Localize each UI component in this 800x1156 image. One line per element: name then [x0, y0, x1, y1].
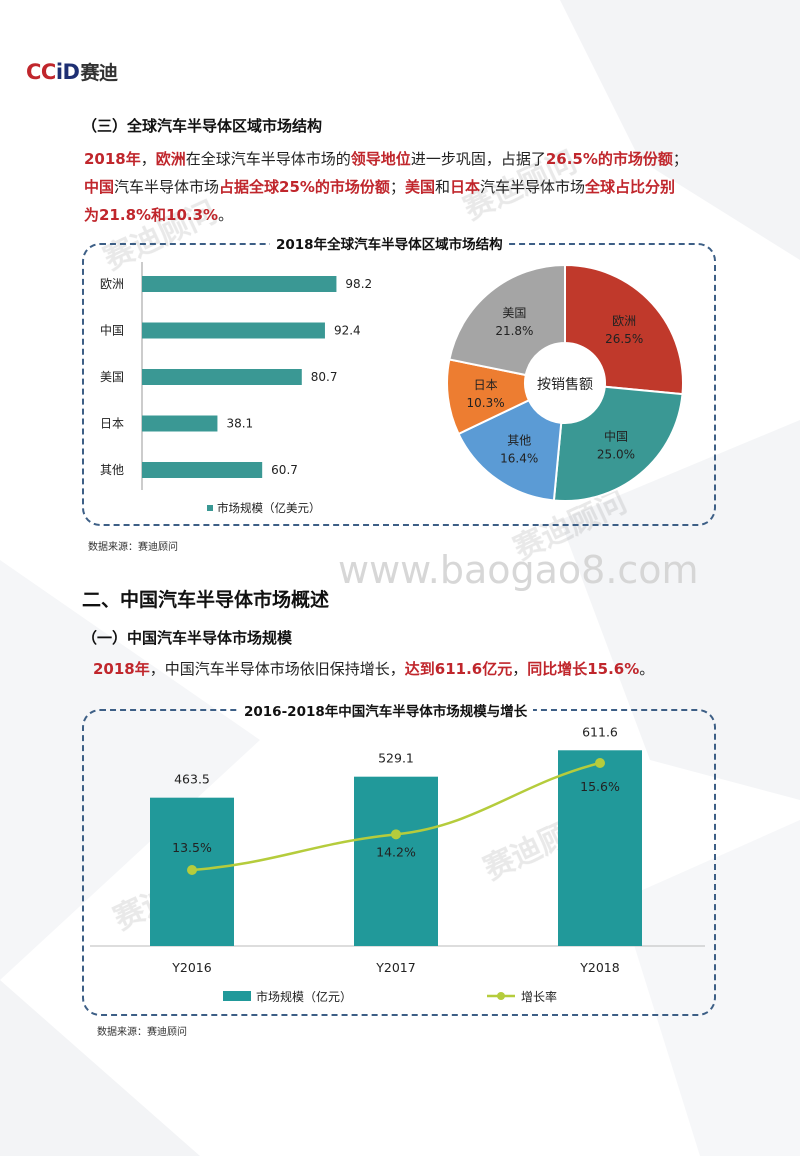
- growth-point-label: 14.2%: [376, 844, 416, 859]
- pie-slice: [564, 263, 684, 396]
- pie-slice-value: 10.3%: [467, 396, 505, 410]
- para-text: 领导地位: [350, 150, 411, 168]
- pie-slice: [457, 398, 563, 502]
- para-text: ；: [672, 150, 688, 168]
- para-text: 2018年: [93, 660, 150, 678]
- legend-swatch: [223, 991, 251, 1001]
- bar: [142, 276, 337, 292]
- legend-label: 市场规模（亿元）: [256, 989, 352, 1004]
- bar-value-label: 38.1: [226, 417, 253, 431]
- x-tick-label: Y2017: [375, 960, 415, 975]
- growth-point: [391, 829, 401, 840]
- pie-slice-label: 日本: [474, 378, 498, 392]
- growth-point-label: 15.6%: [580, 779, 620, 794]
- para-text: ，: [140, 150, 156, 168]
- bar-category-label: 美国: [100, 370, 124, 384]
- china-paragraph: 2018年，中国汽车半导体市场依旧保持增长，达到611.6亿元，同比增长15.6…: [93, 655, 723, 683]
- region-paragraph: 2018年，欧洲在全球汽车半导体市场的领导地位进一步巩固，占据了26.5%的市场…: [84, 145, 724, 229]
- pie-center-label: 按销售额: [537, 377, 593, 393]
- bg-polygon: [0, 980, 200, 1156]
- para-text: 汽车半导体市场: [114, 178, 220, 196]
- para-text: 达到611.6亿元: [404, 660, 513, 678]
- pie-slice-value: 25.0%: [597, 448, 635, 462]
- para-text: 美国: [404, 178, 435, 196]
- bar-category-label: 其他: [100, 463, 124, 477]
- para-text: 欧洲: [155, 150, 186, 168]
- legend-label: 增长率: [521, 989, 557, 1004]
- bg-polygon: [560, 420, 800, 800]
- data-source-note: 数据来源：赛迪顾问: [88, 542, 178, 553]
- bar-category-label: 中国: [100, 323, 124, 338]
- bar-value-label: 529.1: [378, 751, 414, 766]
- x-tick-label: Y2018: [579, 960, 619, 975]
- para-text: 2018年: [84, 150, 141, 168]
- para-text: 日本: [449, 178, 480, 196]
- para-text: 在全球汽车半导体市场的: [185, 150, 351, 168]
- bar-value-label: 80.7: [311, 370, 338, 384]
- pie-slice-value: 16.4%: [500, 452, 538, 466]
- bg-polygon: [620, 820, 800, 1156]
- pie-slice-label: 美国: [502, 306, 526, 320]
- para-text: 。: [218, 206, 234, 224]
- para-text: 中国: [84, 178, 115, 196]
- pie-slice: [448, 263, 566, 377]
- para-text: 。: [639, 660, 655, 678]
- data-source-note: 数据来源：赛迪顾问: [97, 1027, 187, 1038]
- bg-polygon: [0, 560, 260, 980]
- logo-part-1: CC: [26, 60, 56, 84]
- para-text: 进一步巩固，占据了: [410, 150, 546, 168]
- para-text: 占据全球25%的市场份额: [219, 178, 390, 196]
- para-text: 全球占比分别: [585, 178, 676, 196]
- growth-point-label: 13.5%: [172, 840, 212, 855]
- bar-value-label: 98.2: [345, 277, 372, 291]
- legend-label: 市场规模（亿美元）: [217, 501, 321, 515]
- section-heading-china: 二、中国汽车半导体市场概述: [82, 589, 330, 611]
- para-text: 汽车半导体市场: [480, 178, 586, 196]
- section-heading-region: （三）全球汽车半导体区域市场结构: [82, 117, 323, 135]
- bar-value-label: 611.6: [582, 724, 618, 739]
- logo-part-2: iD: [55, 60, 80, 84]
- bar: [142, 322, 325, 339]
- para-text: ，中国汽车半导体市场依旧保持增长，: [149, 660, 405, 678]
- para-text: 和: [434, 178, 450, 196]
- legend-marker: [497, 992, 505, 1000]
- bar: [142, 462, 263, 478]
- pie-slice-value: 26.5%: [605, 332, 643, 346]
- bar-value-label: 60.7: [271, 463, 298, 477]
- bg-polygon: [560, 0, 800, 260]
- para-text: ；: [389, 178, 405, 196]
- logo-part-3: 赛迪: [80, 62, 118, 84]
- china-combo-chart: 463.5 Y2016 529.1 Y2017 611.6 Y2018 13.5% 14.2%…: [90, 724, 705, 1004]
- region-chart-title: 2018年全球汽车半导体区域市场结构: [270, 233, 509, 253]
- para-text: 同比增长15.6%: [527, 660, 640, 678]
- para-text: 为21.8%和10.3%: [84, 206, 219, 224]
- legend-swatch: [207, 505, 213, 511]
- pie-slice-label: 中国: [604, 429, 628, 444]
- bar: [558, 750, 642, 946]
- subsection-heading-china-scale: （一）中国汽车半导体市场规模: [82, 629, 293, 647]
- para-text: ，: [512, 660, 528, 678]
- bar-value-label: 463.5: [174, 772, 210, 787]
- region-bar-chart: 欧洲 98.2 中国 92.4 美国 80.7 日本 38.1 其他 60.7 市场规模（亿美元）: [100, 262, 372, 515]
- ccid-logo: CCiD赛迪: [26, 58, 118, 85]
- region-pie-chart: 欧洲 26.5% 中国 25.0% 其他 16.4% 日本 10.3% 美国 21.8% 按销售额: [446, 263, 684, 502]
- para-text: 26.5%的市场份额: [545, 150, 673, 168]
- bar: [142, 415, 218, 432]
- bar-value-label: 92.4: [334, 324, 361, 338]
- x-tick-label: Y2016: [171, 960, 211, 975]
- growth-point: [595, 758, 605, 768]
- pie-slice-label: 其他: [507, 434, 531, 448]
- growth-point: [187, 865, 197, 875]
- bar-category-label: 欧洲: [100, 277, 124, 291]
- bar: [354, 776, 438, 946]
- watermark-url: www.baogao8.com: [338, 548, 699, 592]
- china-chart-title: 2016-2018年中国汽车半导体市场规模与增长: [238, 700, 534, 720]
- bar-category-label: 日本: [100, 417, 124, 431]
- pie-slice: [552, 385, 684, 502]
- bar: [142, 369, 302, 385]
- pie-slice-label: 欧洲: [612, 314, 636, 328]
- pie-slice-value: 21.8%: [495, 324, 533, 338]
